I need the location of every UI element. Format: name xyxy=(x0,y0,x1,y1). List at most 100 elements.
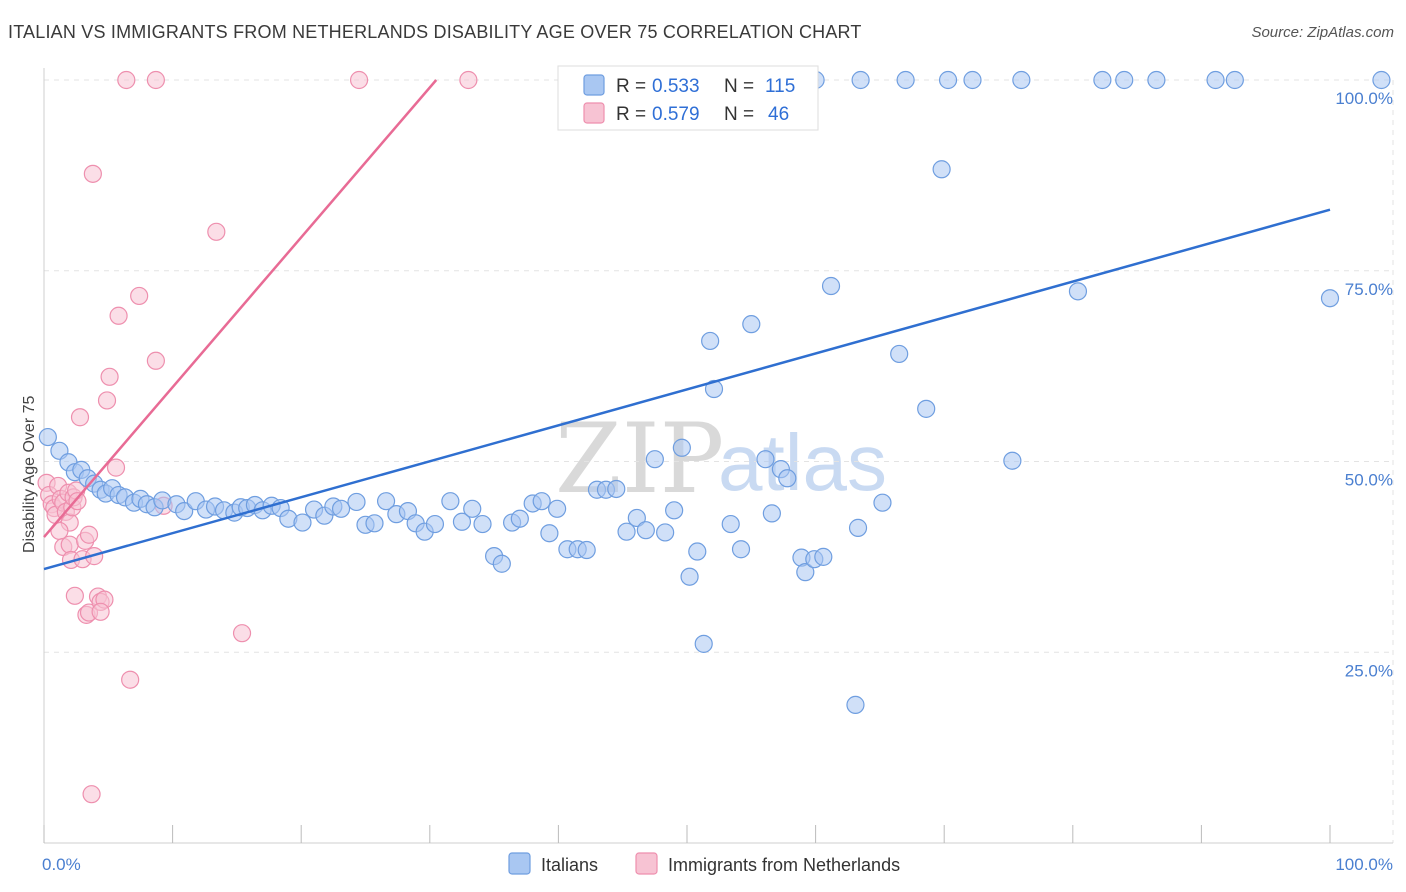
data-point-italians xyxy=(347,492,366,512)
y-tick-label: 50.0% xyxy=(1345,471,1393,490)
data-point-italians xyxy=(617,522,636,541)
data-point-italians xyxy=(762,504,781,523)
axes xyxy=(43,68,1393,844)
data-point-netherlands xyxy=(97,391,117,410)
y-axis-label: Disability Age Over 75 xyxy=(21,395,38,553)
data-point-italians xyxy=(577,540,596,560)
data-point-italians xyxy=(1320,289,1340,308)
data-point-italians xyxy=(607,479,626,499)
x-tick-label: 0.0% xyxy=(42,855,81,874)
data-point-netherlands xyxy=(130,286,149,306)
y-tick-label: 100.0% xyxy=(1335,89,1393,108)
data-point-netherlands xyxy=(60,535,79,554)
data-point-netherlands xyxy=(68,492,87,511)
data-point-italians xyxy=(452,512,472,531)
data-point-netherlands xyxy=(109,306,128,325)
data-point-italians xyxy=(376,492,396,511)
data-point-netherlands xyxy=(83,164,102,183)
data-point-italians xyxy=(680,567,699,586)
legend-label-italians: Italians xyxy=(541,855,598,875)
data-point-italians xyxy=(636,521,655,540)
data-point-italians xyxy=(694,634,713,653)
zipatlas-watermark: ZIP atlas xyxy=(555,403,887,515)
grid-lines xyxy=(44,79,1394,843)
legend-n-label: N = xyxy=(724,104,754,125)
data-point-italians xyxy=(963,70,982,90)
series-italians-points xyxy=(38,70,1391,714)
data-point-italians xyxy=(540,524,559,543)
data-point-italians xyxy=(890,344,909,364)
data-point-italians xyxy=(846,695,865,714)
trend-line-netherlands xyxy=(43,79,438,538)
legend-n-label: N = xyxy=(724,76,754,97)
data-point-italians xyxy=(463,499,482,518)
x-tick-labels: 0.0% 100.0% xyxy=(42,855,1393,874)
data-point-italians xyxy=(532,492,551,511)
legend-swatch-netherlands xyxy=(583,102,605,124)
data-point-netherlands xyxy=(91,602,110,621)
data-point-italians xyxy=(731,540,751,559)
data-point-italians xyxy=(1206,70,1225,90)
series-legend: Italians Immigrants from Netherlands xyxy=(508,852,900,875)
source-credit: Source: ZipAtlas.com xyxy=(1251,24,1394,41)
legend-r-label: R = xyxy=(616,104,646,125)
data-point-italians xyxy=(938,70,958,90)
data-point-netherlands xyxy=(146,70,165,90)
data-point-netherlands xyxy=(232,624,252,643)
watermark-atlas: atlas xyxy=(718,418,887,507)
data-point-italians xyxy=(704,379,724,399)
data-point-netherlands xyxy=(82,785,101,804)
data-point-italians xyxy=(778,469,797,488)
data-point-italians xyxy=(473,514,492,534)
data-point-italians xyxy=(814,547,833,566)
data-point-italians xyxy=(38,427,57,447)
data-point-italians xyxy=(1225,70,1244,90)
data-point-italians xyxy=(548,499,567,518)
y-tick-labels: 25.0% 50.0% 75.0% 100.0% xyxy=(1335,89,1393,680)
data-point-italians xyxy=(1093,70,1112,90)
data-point-italians xyxy=(756,450,775,469)
data-point-italians xyxy=(821,276,841,296)
data-point-italians xyxy=(441,492,460,511)
legend-n-value: 115 xyxy=(765,76,795,97)
data-point-italians xyxy=(1372,70,1391,90)
watermark-zip: ZIP xyxy=(555,403,724,515)
data-point-italians xyxy=(665,501,684,520)
data-point-italians xyxy=(293,513,312,532)
legend-swatch-italians xyxy=(508,852,531,875)
trend-line-italians xyxy=(43,208,1331,571)
data-point-italians xyxy=(425,514,445,534)
legend-r-value: 0.579 xyxy=(652,104,700,125)
legend-r-value: 0.533 xyxy=(652,76,700,97)
x-tick-label: 100.0% xyxy=(1335,855,1393,874)
trend-lines xyxy=(43,79,1331,571)
data-point-italians xyxy=(1003,451,1022,470)
data-point-italians xyxy=(1115,70,1134,90)
data-point-italians xyxy=(656,523,675,542)
data-point-italians xyxy=(873,493,892,512)
y-tick-label: 75.0% xyxy=(1345,280,1393,299)
data-point-netherlands xyxy=(65,586,84,605)
data-point-italians xyxy=(1147,70,1166,90)
data-point-italians xyxy=(721,514,740,534)
data-point-italians xyxy=(1068,282,1088,301)
legend-label-netherlands: Immigrants from Netherlands xyxy=(668,855,900,875)
data-point-italians xyxy=(917,399,936,418)
data-point-italians xyxy=(175,501,194,521)
data-point-italians xyxy=(1012,70,1031,90)
chart-title: ITALIAN VS IMMIGRANTS FROM NETHERLANDS D… xyxy=(8,22,862,42)
data-point-italians xyxy=(365,514,384,533)
data-point-italians xyxy=(627,508,646,528)
data-point-italians xyxy=(688,542,707,561)
data-point-italians xyxy=(331,499,351,518)
data-point-netherlands xyxy=(459,70,478,90)
data-point-italians xyxy=(672,438,691,457)
data-point-italians xyxy=(896,70,915,90)
data-point-netherlands xyxy=(100,367,119,386)
data-point-italians xyxy=(492,554,511,573)
data-point-italians xyxy=(851,70,870,90)
data-point-netherlands xyxy=(106,458,126,477)
data-point-netherlands xyxy=(117,70,136,90)
data-point-netherlands xyxy=(146,351,165,370)
data-point-netherlands xyxy=(349,70,369,90)
